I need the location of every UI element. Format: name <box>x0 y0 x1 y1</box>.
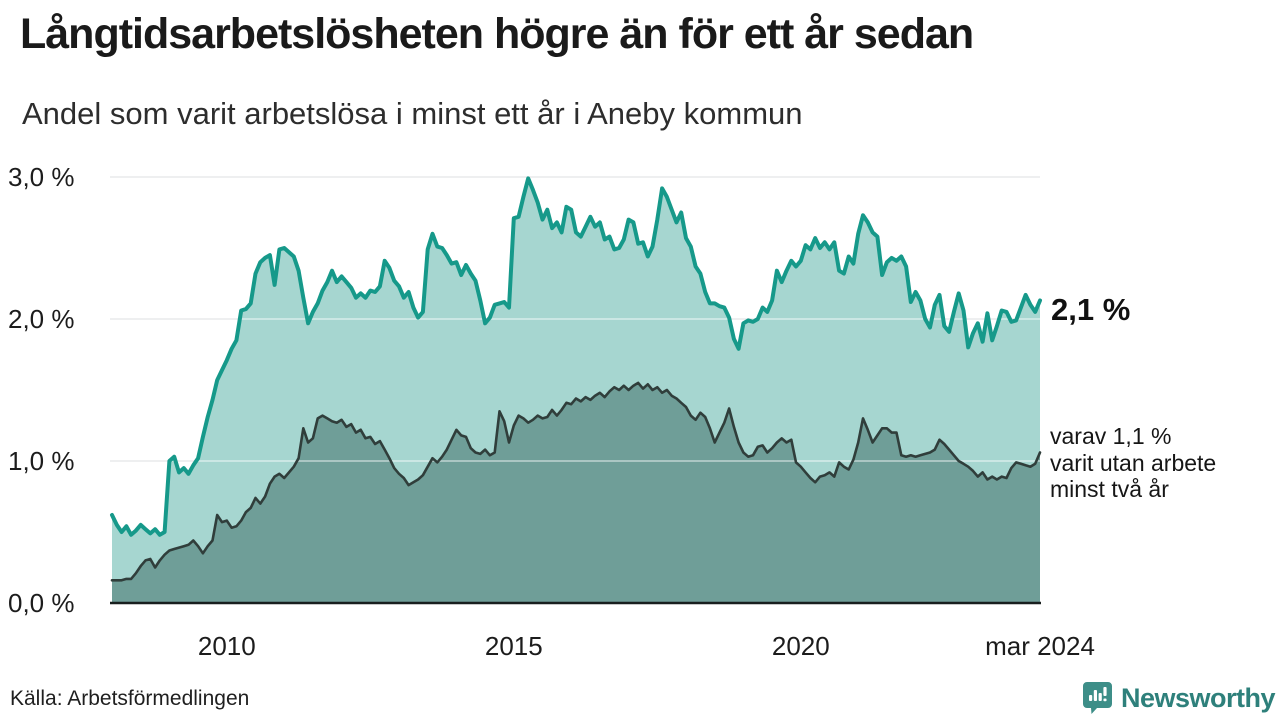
latest-value-annotation: 2,1 % <box>1051 292 1131 327</box>
newsworthy-brand: Newsworthy <box>1082 681 1276 715</box>
x-axis-tick-label: mar 2024 <box>985 631 1095 661</box>
x-axis-tick-label: 2010 <box>197 631 256 661</box>
x-axis-tick-label: 2015 <box>484 631 543 661</box>
y-axis-tick-label: 0,0 % <box>8 588 75 618</box>
secondary-annotation: varav 1,1 % varit utan arbete minst två … <box>1050 423 1275 503</box>
secondary-annotation-line3: minst två år <box>1050 476 1169 502</box>
page-title: Långtidsarbetslösheten högre än för ett … <box>20 10 974 58</box>
newsworthy-brand-text: Newsworthy <box>1121 682 1276 713</box>
y-axis-tick-label: 2,0 % <box>8 304 75 334</box>
series-line-min-one-year <box>110 176 1042 537</box>
series-area-min-two-years <box>112 382 1040 603</box>
x-axis-tick-label: 2020 <box>771 631 830 661</box>
newsworthy-logo-icon <box>1082 681 1113 715</box>
source-attribution: Källa: Arbetsförmedlingen <box>10 687 250 710</box>
y-axis-tick-label: 3,0 % <box>8 162 75 192</box>
page-subtitle: Andel som varit arbetslösa i minst ett å… <box>22 96 803 131</box>
y-axis-tick-label: 1,0 % <box>8 446 75 476</box>
secondary-annotation-line2: varit utan arbete <box>1050 449 1217 476</box>
secondary-annotation-line1: varav 1,1 % <box>1050 423 1172 449</box>
series-line-min-two-years <box>110 381 1042 582</box>
